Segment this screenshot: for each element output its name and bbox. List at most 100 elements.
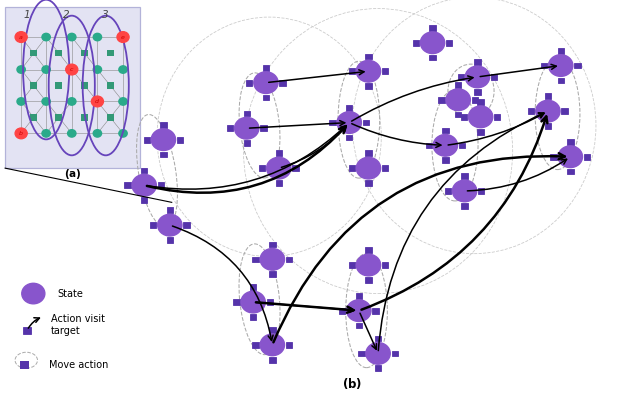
Text: $2^{23}$: $2^{23}$ <box>354 306 364 315</box>
Bar <box>442 157 448 163</box>
Circle shape <box>93 66 102 73</box>
Bar <box>426 142 432 148</box>
Text: $\it{d}$: $\it{d}$ <box>94 97 100 105</box>
Text: $3^{123}$: $3^{123}$ <box>563 152 577 162</box>
Bar <box>183 222 190 228</box>
Bar <box>365 277 372 283</box>
Text: $3^{12}$: $3^{12}$ <box>475 112 486 122</box>
Bar <box>329 120 336 125</box>
Bar <box>544 93 551 99</box>
Bar <box>269 242 276 247</box>
Bar <box>462 203 468 209</box>
Circle shape <box>42 130 50 137</box>
Bar <box>177 137 183 142</box>
Bar <box>365 53 372 59</box>
Bar <box>20 361 28 369</box>
Text: $2^{3}$: $2^{3}$ <box>249 296 257 308</box>
Bar <box>55 50 62 56</box>
Circle shape <box>15 32 27 42</box>
Bar <box>250 314 256 320</box>
Bar <box>252 257 259 262</box>
Bar <box>252 342 259 348</box>
Bar <box>263 95 269 100</box>
Bar <box>551 154 557 160</box>
Circle shape <box>356 254 381 276</box>
Circle shape <box>234 117 259 139</box>
Bar <box>166 237 173 243</box>
Circle shape <box>119 98 127 105</box>
Circle shape <box>366 343 390 364</box>
Bar <box>259 165 265 171</box>
Text: $1^{2}$: $1^{2}$ <box>364 65 373 77</box>
Circle shape <box>347 300 371 322</box>
Bar <box>55 82 62 89</box>
Bar <box>23 327 31 334</box>
Text: $3^{2}$: $3^{2}$ <box>364 162 373 174</box>
Bar <box>107 114 114 120</box>
Bar <box>292 165 299 171</box>
Text: $1^{1}$: $1^{1}$ <box>261 77 271 88</box>
Bar <box>124 182 131 188</box>
Text: $1^{12}$: $1^{12}$ <box>427 38 438 47</box>
Bar <box>558 48 564 53</box>
Text: $2^{13}$: $2^{13}$ <box>440 141 451 150</box>
Circle shape <box>66 64 78 75</box>
Bar <box>584 154 590 160</box>
Bar <box>358 351 365 356</box>
Circle shape <box>468 106 493 128</box>
Circle shape <box>420 32 445 53</box>
Circle shape <box>68 130 76 137</box>
Bar <box>365 180 372 186</box>
Bar <box>269 357 276 363</box>
Text: $3$: $3$ <box>166 220 173 231</box>
Circle shape <box>558 146 583 168</box>
Bar <box>478 188 484 194</box>
Bar <box>438 97 445 103</box>
Bar <box>446 40 452 45</box>
Bar <box>474 59 480 65</box>
Bar <box>55 114 62 120</box>
Text: $3^{23}$: $3^{23}$ <box>372 349 384 358</box>
Bar <box>107 50 114 56</box>
Bar <box>355 293 362 299</box>
Bar <box>382 262 388 268</box>
Bar <box>442 128 448 133</box>
Bar <box>458 74 464 80</box>
Bar <box>477 99 484 105</box>
Bar <box>150 222 156 228</box>
Bar <box>339 308 345 314</box>
Text: $2^{1}$: $2^{1}$ <box>242 122 251 134</box>
Bar <box>528 108 534 114</box>
Text: $\bf{(b)}$: $\bf{(b)}$ <box>342 375 362 391</box>
Circle shape <box>119 66 127 73</box>
Bar <box>30 114 37 120</box>
Text: $3^{1}$: $3^{1}$ <box>274 162 283 174</box>
Text: $1^{3}$: $1^{3}$ <box>268 254 277 265</box>
Bar <box>445 188 451 194</box>
Text: $2^{123}$: $2^{123}$ <box>541 107 555 116</box>
Text: $\bf{(a)}$: $\bf{(a)}$ <box>63 167 81 181</box>
Circle shape <box>433 134 458 156</box>
Text: $\it{a}$: $\it{a}$ <box>18 34 24 41</box>
Circle shape <box>68 98 76 105</box>
Circle shape <box>337 112 362 133</box>
Text: $2$: $2$ <box>141 180 148 191</box>
Bar <box>372 308 379 314</box>
Circle shape <box>17 66 25 73</box>
Bar <box>276 180 282 186</box>
Text: $2^{2}$: $2^{2}$ <box>345 117 354 128</box>
Text: $\it{e}$: $\it{e}$ <box>120 34 126 41</box>
Text: Move action: Move action <box>49 360 108 370</box>
Bar <box>413 40 419 45</box>
Circle shape <box>356 157 381 179</box>
Bar <box>141 168 148 173</box>
Circle shape <box>119 130 127 137</box>
Circle shape <box>119 34 127 41</box>
Bar <box>166 207 173 213</box>
Bar <box>244 111 250 116</box>
Bar <box>430 25 436 31</box>
Bar <box>246 80 252 85</box>
Bar <box>382 165 388 171</box>
Circle shape <box>68 34 76 41</box>
Bar <box>455 112 462 117</box>
